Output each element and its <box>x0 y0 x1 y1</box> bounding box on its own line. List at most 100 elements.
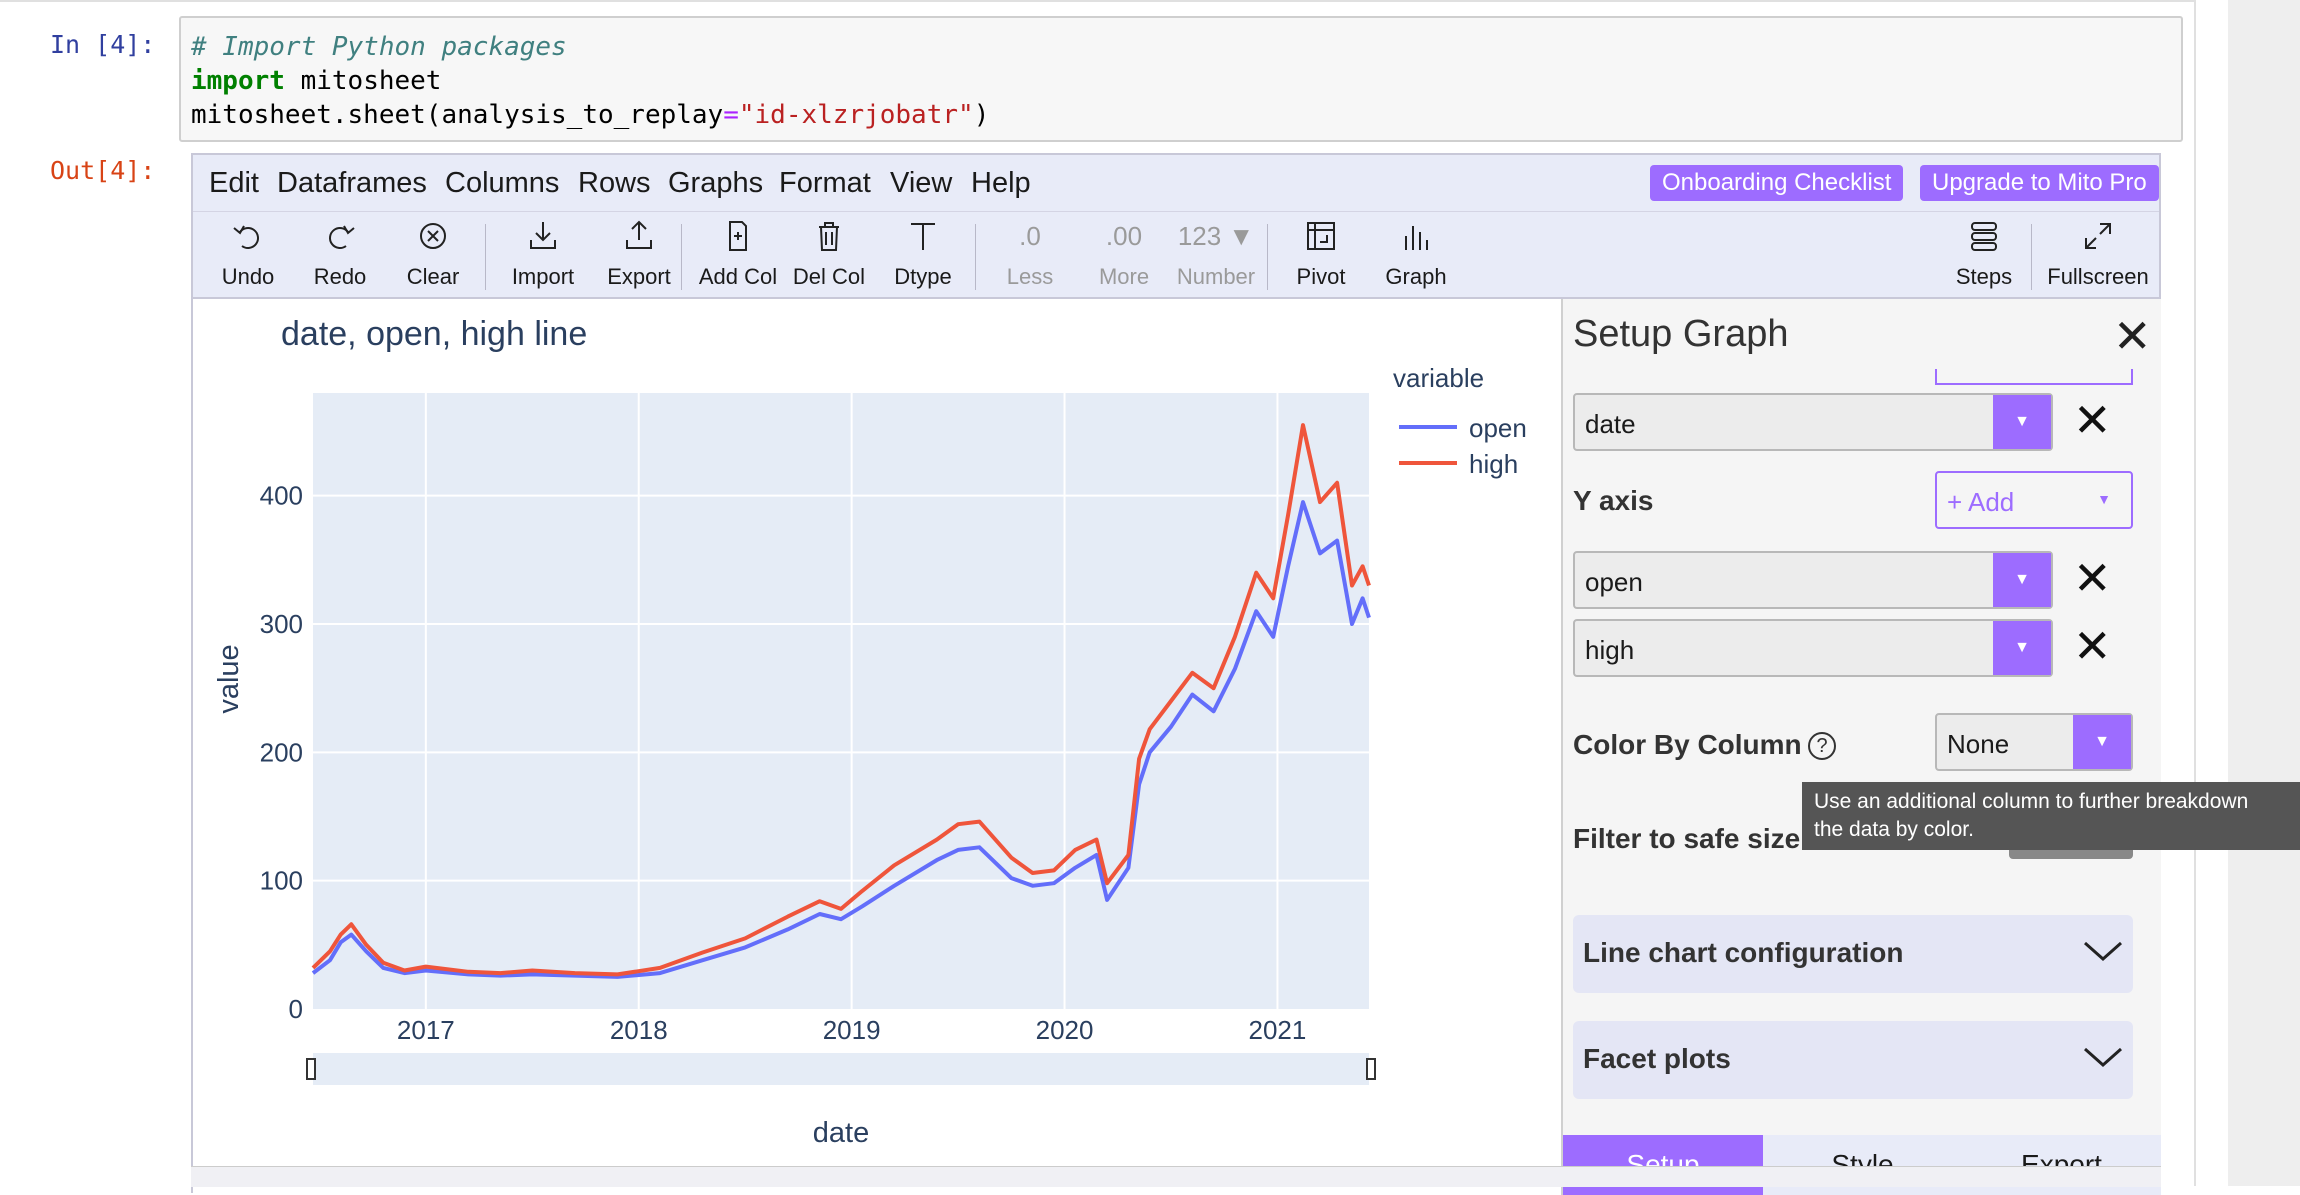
clear-button[interactable]: Clear <box>398 218 468 290</box>
setup-graph-sidebar: Setup Graph ✕ date ▼ ✕ Y axis + Add ▼ op… <box>1561 299 2161 1195</box>
y-axis-select-open[interactable]: open ▼ <box>1573 551 2053 609</box>
chevron-down-icon <box>2084 1047 2122 1068</box>
y-axis-label: Y axis <box>1573 485 1654 516</box>
range-slider-track[interactable] <box>313 1053 1369 1085</box>
y-axis-select-high[interactable]: high ▼ <box>1573 619 2053 677</box>
x-axis-select[interactable]: date ▼ <box>1573 393 2053 451</box>
chevron-down-icon: ▼ <box>1993 621 2051 675</box>
undo-icon <box>233 225 259 249</box>
code-call: mitosheet.sheet(analysis_to_replay <box>191 100 724 130</box>
steps-label: Steps <box>1955 264 2013 289</box>
toolbar: Undo Redo Clear Import Export Add Col De… <box>193 211 2159 299</box>
code-cell[interactable]: # Import Python packages import mitoshee… <box>179 16 2183 142</box>
close-icon[interactable]: ✕ <box>2113 310 2152 362</box>
upgrade-button[interactable]: Upgrade to Mito Pro <box>1920 165 2159 201</box>
color-by-column-select[interactable]: None ▼ <box>1935 713 2133 771</box>
add-y-axis-button[interactable]: + Add ▼ <box>1935 471 2133 529</box>
remove-open-icon[interactable]: ✕ <box>2073 552 2112 604</box>
number-format-button[interactable]: 123 ▼ Number <box>1173 218 1259 290</box>
remove-high-icon[interactable]: ✕ <box>2073 620 2112 672</box>
steps-button[interactable]: Steps <box>1949 218 2019 290</box>
y-tick-label: 0 <box>289 994 303 1024</box>
export-button[interactable]: Export <box>599 218 679 290</box>
pivot-label: Pivot <box>1296 264 1346 289</box>
x-tick-label: 2017 <box>397 1015 455 1045</box>
menu-dataframes[interactable]: Dataframes <box>277 167 427 199</box>
graph-area: date, open, high line 0 100 200 300 400 2017… <box>193 299 1561 1195</box>
redo-button[interactable]: Redo <box>305 218 375 290</box>
code-operator: = <box>723 100 739 130</box>
add-col-label: Add Col <box>698 264 778 289</box>
expand-icon <box>2085 223 2111 249</box>
facet-plots-section[interactable]: Facet plots <box>1573 1021 2133 1099</box>
redo-icon <box>329 225 355 249</box>
chevron-down-icon: ▼ <box>1993 395 2051 449</box>
less-decimals-button[interactable]: .0 Less <box>995 218 1065 290</box>
y-axis-value-high: high <box>1585 635 1635 665</box>
plot-background <box>313 393 1369 1009</box>
add-col-button[interactable]: Add Col <box>696 218 780 290</box>
legend-label-high[interactable]: high <box>1469 449 1518 479</box>
import-label: Import <box>511 264 575 289</box>
menu-format[interactable]: Format <box>779 167 871 199</box>
more-decimals-button[interactable]: .00 More <box>1089 218 1159 290</box>
menu-edit[interactable]: Edit <box>209 167 259 199</box>
grid <box>313 393 1369 1009</box>
less-decimals-icon: .0 <box>1019 221 1041 251</box>
color-by-column-tooltip: Use an additional column to further brea… <box>1802 782 2300 850</box>
y-axis-ticks: 0 100 200 300 400 <box>260 481 303 1024</box>
menu-graphs[interactable]: Graphs <box>668 167 764 199</box>
graph-button[interactable]: Graph <box>1381 218 1451 290</box>
toolbar-divider <box>975 224 976 290</box>
pivot-table-icon <box>1307 222 1335 250</box>
onboarding-checklist-button[interactable]: Onboarding Checklist <box>1650 165 1904 201</box>
scrollbar-gutter[interactable] <box>2228 0 2300 1186</box>
dtype-button[interactable]: Dtype <box>883 218 963 290</box>
range-slider-left-handle[interactable] <box>306 1058 316 1080</box>
toolbar-divider <box>681 224 682 290</box>
import-button[interactable]: Import <box>503 218 583 290</box>
chevron-down-icon: ▼ <box>1993 553 2051 607</box>
remove-x-icon[interactable]: ✕ <box>2073 394 2112 446</box>
mitosheet-widget: Edit Dataframes Columns Rows Graphs Form… <box>191 153 2161 1195</box>
undo-label: Undo <box>221 264 275 289</box>
pivot-button[interactable]: Pivot <box>1286 218 1356 290</box>
less-label: Less <box>1006 264 1054 289</box>
code-string: "id-xlzrjobatr" <box>738 100 974 130</box>
y-axis-value-open: open <box>1585 567 1643 597</box>
y-tick-label: 300 <box>260 609 303 639</box>
menu-rows[interactable]: Rows <box>578 167 651 199</box>
export-icon <box>626 220 652 249</box>
trash-icon <box>819 222 839 251</box>
range-slider-right-handle[interactable] <box>1366 1058 1376 1080</box>
x-tick-label: 2019 <box>823 1015 881 1045</box>
fullscreen-button[interactable]: Fullscreen <box>2043 218 2153 290</box>
y-tick-label: 100 <box>260 866 303 896</box>
toolbar-divider <box>485 224 486 290</box>
partial-add-button[interactable] <box>1935 369 2133 385</box>
bar-chart-icon <box>1405 226 1428 250</box>
tooltip-line-1: Use an additional column to further brea… <box>1814 790 2249 813</box>
clear-label: Clear <box>406 264 460 289</box>
code-close-paren: ) <box>973 100 990 130</box>
del-col-button[interactable]: Del Col <box>789 218 869 290</box>
dtype-label: Dtype <box>894 264 952 289</box>
line-chart[interactable]: date, open, high line 0 100 200 300 400 2017… <box>193 299 1561 1195</box>
fullscreen-label: Fullscreen <box>2047 264 2149 289</box>
undo-button[interactable]: Undo <box>213 218 283 290</box>
steps-stack-icon <box>1971 222 1997 251</box>
menu-columns[interactable]: Columns <box>445 167 560 199</box>
code-keyword: import <box>191 66 285 96</box>
menu-help[interactable]: Help <box>971 167 1031 199</box>
series-line-high <box>311 423 1371 977</box>
y-tick-label: 400 <box>260 481 303 511</box>
help-icon[interactable]: ? <box>1808 732 1836 760</box>
line-config-section[interactable]: Line chart configuration <box>1573 915 2133 993</box>
caret-down-icon: ▼ <box>2097 491 2111 507</box>
menu-view[interactable]: View <box>890 167 953 199</box>
line-config-label: Line chart configuration <box>1583 937 1904 968</box>
legend: variable open high <box>1393 363 1527 479</box>
number-format-icon: 123 ▼ <box>1177 221 1255 251</box>
x-tick-label: 2021 <box>1249 1015 1307 1045</box>
legend-label-open[interactable]: open <box>1469 413 1527 443</box>
